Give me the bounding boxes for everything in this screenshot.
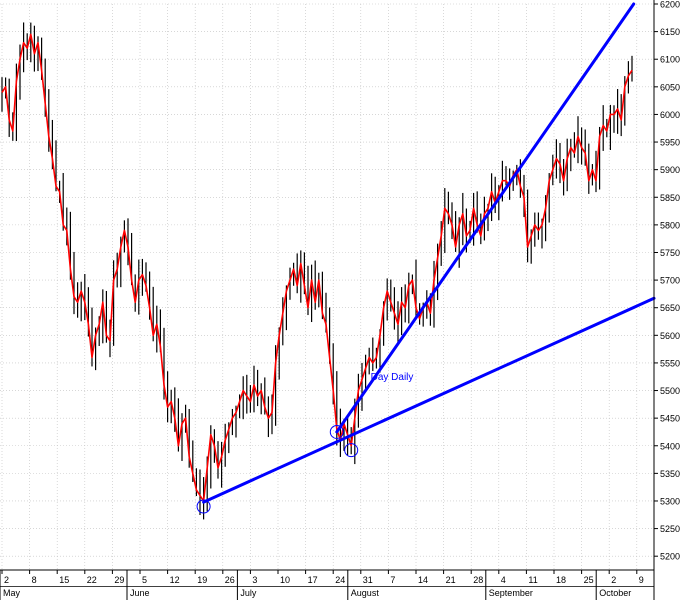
y-tick-label: 6100: [660, 55, 680, 65]
grid: [0, 3, 654, 570]
pivot-marker: [329, 424, 344, 439]
month-label: October: [599, 588, 631, 598]
x-tick-label: 5: [142, 575, 147, 585]
trendline: [202, 296, 656, 504]
y-tick-label: 6000: [660, 110, 680, 120]
y-tick-label: 6050: [660, 82, 680, 92]
y-tick-label: 6150: [660, 27, 680, 37]
y-tick-label: 5650: [660, 303, 680, 313]
month-label: September: [489, 588, 533, 598]
pivot-marker: [196, 499, 211, 514]
y-tick-label: 6200: [660, 0, 680, 10]
month-label: June: [130, 588, 150, 598]
x-tick-label: 22: [87, 575, 97, 585]
plot-frame: [0, 0, 655, 600]
y-axis: 5200 5250 5300 5350 5400 5450 5500 5550 5600 5650…: [654, 0, 680, 562]
x-tick-label: 2: [611, 575, 616, 585]
x-tick-label: 29: [114, 575, 124, 585]
y-tick-label: 5500: [660, 386, 680, 396]
y-tick-label: 5550: [660, 358, 680, 368]
pivot-marker: [344, 443, 359, 458]
x-tick-label: 26: [225, 575, 235, 585]
month-label: August: [351, 588, 380, 598]
annotation-label: Day Daily: [371, 372, 414, 383]
trendline: [335, 2, 636, 434]
x-tick-label: 31: [363, 575, 373, 585]
y-tick-label: 5900: [660, 165, 680, 175]
y-tick-label: 5400: [660, 441, 680, 451]
x-tick-label: 19: [197, 575, 207, 585]
x-tick-label: 11: [528, 575, 537, 585]
x-tick-label: 2: [4, 575, 9, 585]
y-tick-label: 5950: [660, 138, 680, 148]
x-tick-label: 10: [280, 575, 290, 585]
y-tick-label: 5750: [660, 248, 680, 258]
x-tick-label: 17: [308, 575, 318, 585]
y-tick-label: 5800: [660, 220, 680, 230]
x-tick-label: 21: [446, 575, 456, 585]
x-tick-label: 3: [252, 575, 257, 585]
x-tick-label: 4: [501, 575, 506, 585]
y-tick-label: 5300: [660, 496, 680, 506]
close-line: [1, 33, 633, 502]
x-tick-label: 28: [473, 575, 483, 585]
y-tick-label: 5600: [660, 331, 680, 341]
x-tick-label: 12: [170, 575, 180, 585]
y-tick-label: 5200: [660, 552, 680, 562]
month-label: May: [3, 588, 21, 598]
month-label: July: [240, 588, 257, 598]
y-tick-label: 5350: [660, 469, 680, 479]
y-tick-label: 5700: [660, 276, 680, 286]
pivot-markers: [196, 424, 359, 514]
y-tick-label: 5250: [660, 524, 680, 534]
x-tick-label: 25: [584, 575, 594, 585]
x-tick-label: 8: [32, 575, 37, 585]
trendlines: [202, 2, 656, 504]
x-tick-label: 18: [556, 575, 566, 585]
y-tick-label: 5450: [660, 414, 680, 424]
price-bars: [1, 22, 633, 520]
x-tick-label: 7: [390, 575, 395, 585]
x-tick-label: 15: [59, 575, 69, 585]
y-tick-label: 5850: [660, 193, 680, 203]
x-tick-label: 14: [418, 575, 428, 585]
x-tick-label: 24: [335, 575, 345, 585]
x-axis: 2 8 15 22 29 5 12 19 26 3 10 17 24 31 7 14 21 28 4 11 18 25 2 9…: [0, 570, 644, 600]
x-tick-label: 9: [639, 575, 644, 585]
